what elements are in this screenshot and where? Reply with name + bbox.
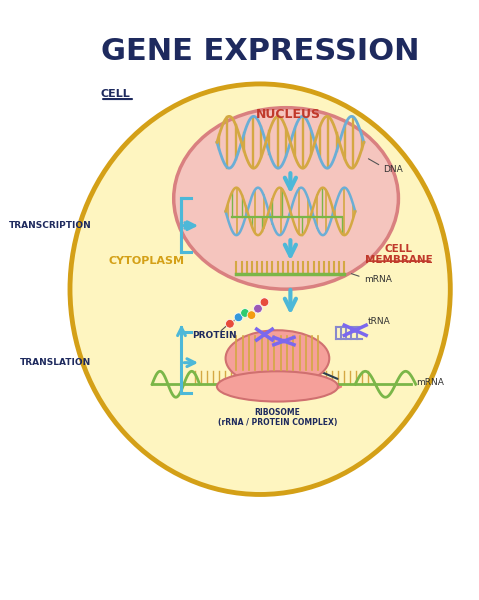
Text: CYTOPLASM: CYTOPLASM xyxy=(109,256,185,266)
Ellipse shape xyxy=(174,107,399,289)
Ellipse shape xyxy=(217,371,338,401)
Ellipse shape xyxy=(226,330,329,386)
Circle shape xyxy=(354,328,357,332)
Text: NUCLEUS: NUCLEUS xyxy=(256,107,321,121)
Text: GENE EXPRESSION: GENE EXPRESSION xyxy=(101,37,420,66)
Circle shape xyxy=(234,313,243,322)
Text: CELL: CELL xyxy=(100,89,130,99)
Text: PROTEIN: PROTEIN xyxy=(193,331,237,340)
Text: RIBOSOME
(rRNA / PROTEIN COMPLEX): RIBOSOME (rRNA / PROTEIN COMPLEX) xyxy=(218,408,337,427)
Text: tRNA: tRNA xyxy=(368,317,391,326)
Circle shape xyxy=(263,333,266,336)
Circle shape xyxy=(254,304,262,313)
Text: DNA: DNA xyxy=(383,164,403,173)
Circle shape xyxy=(240,308,250,317)
Text: CELL
MEMBRANE: CELL MEMBRANE xyxy=(365,244,433,265)
Circle shape xyxy=(260,298,269,307)
Text: TRANSCRIPTION: TRANSCRIPTION xyxy=(9,221,91,230)
Circle shape xyxy=(247,311,256,319)
Text: TRANSLATION: TRANSLATION xyxy=(20,358,91,367)
Text: mRNA: mRNA xyxy=(364,275,392,284)
Ellipse shape xyxy=(70,84,450,494)
Circle shape xyxy=(282,340,285,343)
Circle shape xyxy=(226,319,234,328)
Text: mRNA: mRNA xyxy=(416,377,444,386)
